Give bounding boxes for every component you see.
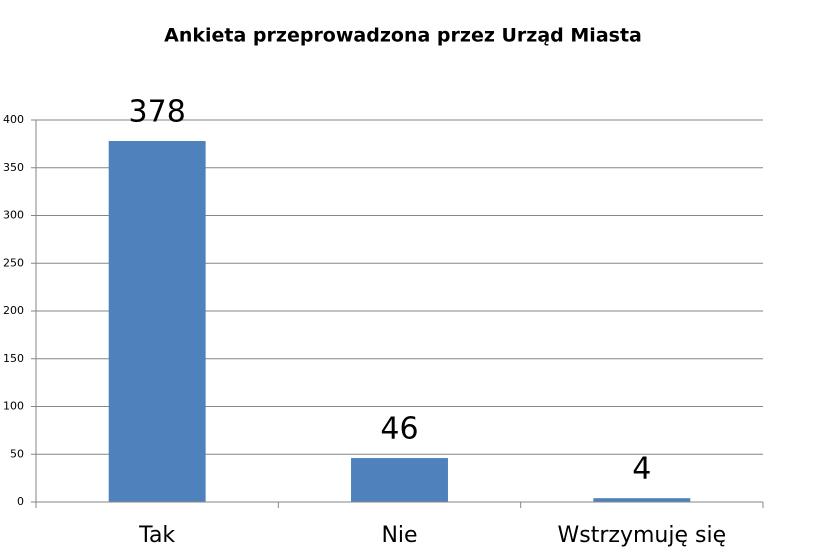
y-tick-label: 400 (3, 113, 24, 126)
y-tick-label: 150 (3, 352, 24, 365)
y-tick-label: 0 (17, 495, 24, 508)
data-label: 46 (380, 412, 418, 447)
chart-title: Ankieta przeprowadzona przez Urząd Miast… (164, 25, 642, 47)
data-label: 4 (632, 452, 651, 487)
y-tick-label: 300 (3, 209, 24, 222)
data-label: 378 (129, 95, 186, 130)
y-tick-label: 250 (3, 256, 24, 269)
y-tick-label: 50 (10, 447, 24, 460)
x-tick-label: Tak (138, 523, 175, 548)
x-tick-label: Wstrzymuję się (558, 523, 727, 548)
y-tick-label: 100 (3, 400, 24, 413)
bar (593, 498, 691, 502)
bar (108, 141, 206, 502)
bar (351, 458, 448, 502)
y-tick-label: 350 (3, 161, 24, 174)
x-tick-label: Nie (381, 523, 417, 548)
y-tick-label: 200 (3, 304, 24, 317)
